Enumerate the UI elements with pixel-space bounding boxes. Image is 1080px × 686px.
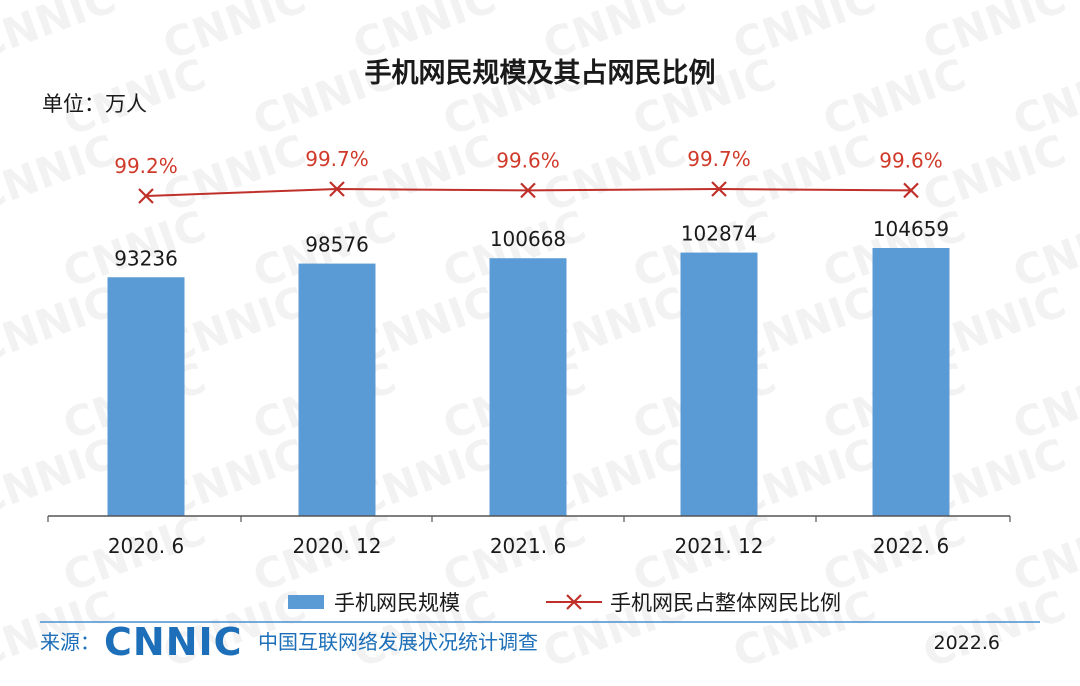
x-tick-label: 2021. 6 [490, 534, 566, 558]
ratio-point [711, 181, 727, 197]
bar [298, 263, 376, 516]
ratio-point [520, 182, 536, 199]
cnnic-logo: CNNIC [104, 620, 243, 664]
bar-value-label: 93236 [114, 246, 178, 270]
bar-value-label: 102874 [681, 222, 757, 246]
ratio-value-label: 99.2% [114, 154, 178, 178]
legend-line-label: 手机网民占整体网民比例 [610, 591, 841, 615]
watermark-text: CNNIC [817, 49, 972, 146]
ratio-value-label: 99.6% [496, 148, 560, 172]
ratio-value-label: 99.6% [879, 148, 943, 172]
bar [680, 252, 758, 516]
watermark-text: CNNIC [0, 125, 122, 222]
bar [872, 248, 950, 516]
chart-title: 手机网民规模及其占网民比例 [365, 58, 716, 89]
ratio-point [138, 188, 154, 204]
watermark-text: CNNIC [0, 429, 122, 526]
x-ticks: 2020. 6 2020. 12 2021. 6 2021. 12 2022. 6 [47, 516, 1011, 558]
bar [107, 277, 185, 516]
watermark-text: CNNIC [0, 0, 122, 69]
source-label: 来源： [40, 630, 100, 654]
x-tick-label: 2020. 6 [108, 534, 184, 558]
bar-value-label: 100668 [490, 227, 566, 251]
x-tick-label: 2021. 12 [674, 534, 763, 558]
x-tick-label: 2020. 12 [292, 534, 381, 558]
unit-label: 单位：万人 [42, 92, 147, 116]
bars-layer: 93236 98576 100668 102874 104659 [107, 217, 950, 516]
legend-line-marker [566, 594, 582, 610]
ratio-value-label: 99.7% [305, 147, 369, 171]
ratio-value-label: 99.7% [687, 147, 751, 171]
ratio-point [329, 181, 345, 197]
watermark-text: CNNIC [0, 277, 122, 374]
x-tick-label: 2022. 6 [873, 534, 949, 558]
legend-bar-swatch [288, 595, 324, 609]
legend-bar-label: 手机网民规模 [334, 591, 460, 615]
footer-date: 2022.6 [934, 632, 1000, 654]
legend: 手机网民规模 手机网民占整体网民比例 [288, 591, 841, 615]
watermark-text: CNNIC [917, 581, 1072, 678]
bar-value-label: 104659 [873, 217, 949, 241]
bar [489, 258, 567, 516]
org-name: 中国互联网络发展状况统计调查 [258, 630, 538, 654]
ratio-point [903, 182, 919, 199]
bar-value-label: 98576 [305, 233, 369, 257]
ratio-line-layer: 99.2% 99.7% 99.6% 99.7% 99.6% [114, 147, 943, 204]
